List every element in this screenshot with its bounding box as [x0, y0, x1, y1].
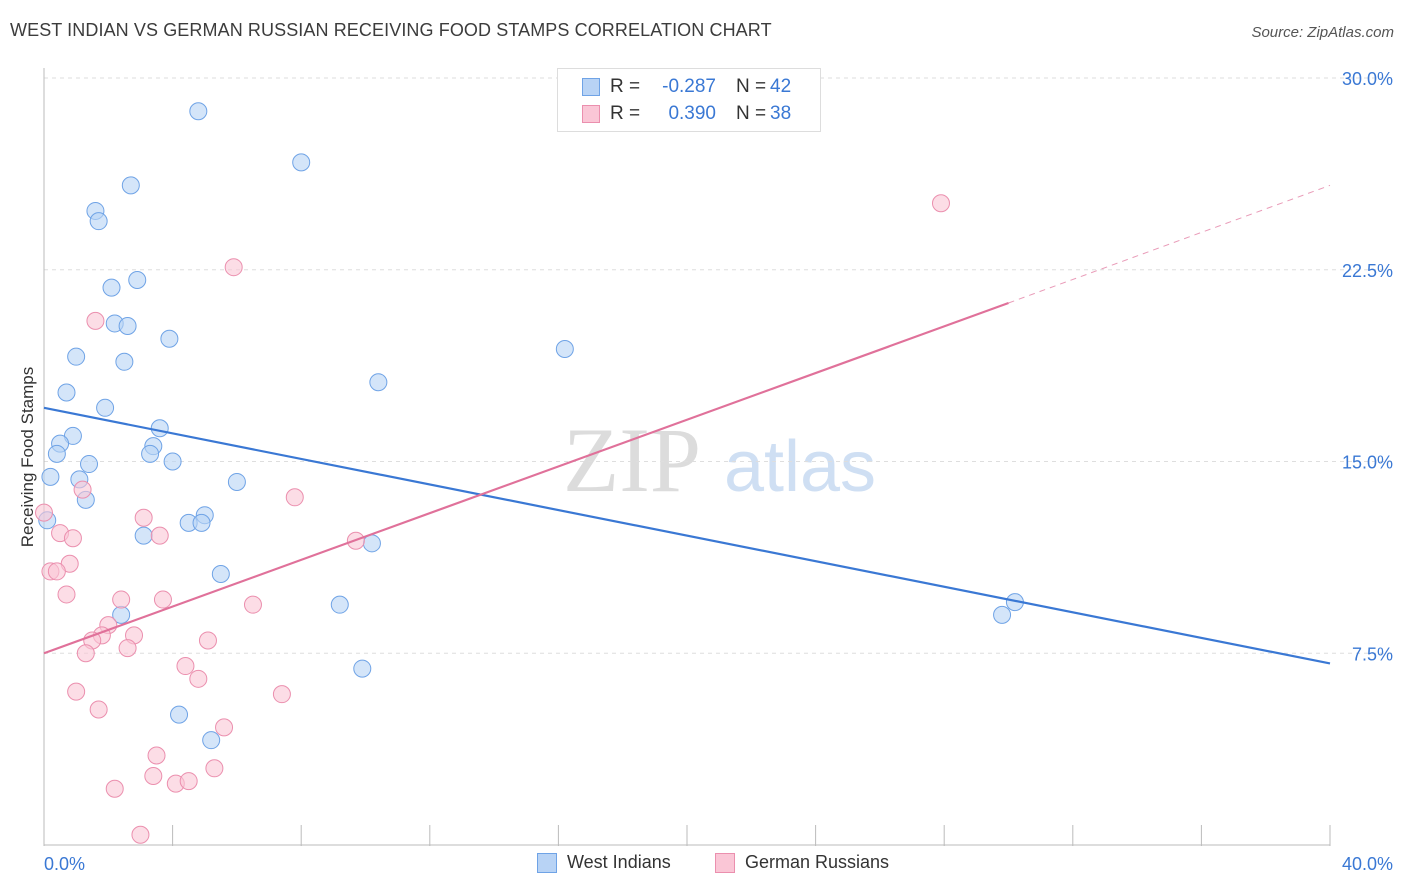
- german-russians-point: [144, 766, 163, 785]
- n-label: N =: [736, 76, 767, 97]
- x-tick-label: 0.0%: [44, 854, 85, 874]
- west-indians-point: [192, 513, 211, 532]
- german-russians-point: [86, 311, 105, 330]
- german-russians-trendline: [43, 301, 1009, 655]
- german-russians-point: [35, 503, 53, 522]
- west-indians-point: [128, 270, 147, 289]
- watermark-atlas: atlas: [724, 427, 876, 507]
- german-russians-point: [224, 258, 243, 277]
- german-russians-point: [47, 562, 66, 581]
- german-russians-point: [57, 585, 76, 604]
- german-russians-swatch: [715, 852, 735, 873]
- german-russians-point: [150, 526, 169, 545]
- german-russians-point: [285, 488, 304, 507]
- y-tick-label: 15.0%: [1342, 453, 1393, 473]
- legend-row-west-indians: R = -0.287 N = 42: [582, 75, 791, 99]
- german-russians-point: [205, 759, 224, 778]
- source-label: Source: ZipAtlas.com: [1251, 24, 1394, 41]
- y-tick-label: 30.0%: [1342, 69, 1393, 89]
- west-indians-point: [292, 153, 311, 172]
- y-tick-label: 7.5%: [1352, 644, 1393, 664]
- german-russians-point: [131, 825, 150, 844]
- german-russians-point: [215, 718, 234, 737]
- german-russians-swatch: [582, 105, 600, 123]
- west-indians-point: [227, 472, 246, 491]
- german-russians-point: [112, 590, 131, 609]
- german-russians-point: [176, 657, 195, 676]
- west-indians-swatch: [582, 78, 600, 96]
- correlation-legend: R = -0.287 N = 42 R = 0.390 N = 38: [557, 68, 821, 132]
- n-value: 38: [770, 103, 792, 124]
- y-tick-label: 22.5%: [1342, 261, 1393, 281]
- german-russians-point: [118, 639, 137, 658]
- legend-label-west-indians: West Indians: [567, 852, 671, 872]
- legend-label-german-russians: German Russians: [745, 852, 890, 872]
- west-indians-point: [369, 373, 388, 392]
- r-label: R =: [610, 103, 641, 124]
- german-russians-point: [179, 772, 198, 791]
- west-indians-point: [150, 419, 169, 438]
- german-russians-point: [198, 631, 217, 650]
- west-indians-point: [121, 176, 140, 195]
- west-indians-point: [211, 564, 230, 583]
- r-value: 0.390: [668, 103, 716, 124]
- west-indians-swatch: [537, 852, 557, 873]
- west-indians-point: [102, 278, 121, 297]
- r-label: R =: [610, 76, 641, 97]
- chart-title: WEST INDIAN VS GERMAN RUSSIAN RECEIVING …: [10, 20, 772, 40]
- west-indians-point: [115, 352, 134, 371]
- german-russians-point: [189, 669, 208, 688]
- german-russians-point: [931, 194, 950, 213]
- west-indians-point: [330, 595, 349, 614]
- west-indians-trendline: [43, 406, 1331, 665]
- german-russians-point: [105, 779, 124, 798]
- x-tick-label: 40.0%: [1342, 854, 1393, 874]
- west-indians-point: [134, 526, 153, 545]
- legend-row-german-russians: R = 0.390 N = 38: [582, 102, 791, 126]
- german-russians-point: [147, 746, 166, 765]
- west-indians-point: [89, 212, 108, 231]
- german-russians-point: [89, 700, 108, 719]
- german-russians-point: [134, 508, 153, 527]
- y-axis-label: Receiving Food Stamps: [18, 367, 37, 547]
- west-indians-point: [353, 659, 372, 678]
- german-russians-point: [76, 644, 95, 663]
- west-indians-point: [41, 467, 60, 486]
- west-indians-point: [170, 705, 189, 724]
- west-indians-point: [118, 316, 137, 335]
- r-value: -0.287: [662, 76, 716, 97]
- german-russians-point: [272, 685, 291, 704]
- german-russians-point: [67, 682, 86, 701]
- n-label: N =: [736, 103, 767, 124]
- west-indians-point: [67, 347, 86, 366]
- german-russians-trendline-extension: [1008, 184, 1331, 304]
- german-russians-point: [73, 480, 92, 499]
- west-indians-point: [96, 398, 115, 417]
- n-value: 42: [770, 76, 792, 97]
- west-indians-point: [80, 455, 99, 474]
- west-indians-point: [202, 731, 221, 750]
- west-indians-point: [555, 340, 574, 359]
- west-indians-point: [141, 444, 160, 463]
- german-russians-point: [153, 590, 172, 609]
- german-russians-point: [63, 529, 82, 548]
- west-indians-point: [993, 605, 1012, 624]
- bottom-legend-german-russians: German Russians: [715, 852, 889, 873]
- german-russians-point: [243, 595, 262, 614]
- west-indians-point: [163, 452, 182, 471]
- watermark-zip: ZIP: [563, 409, 701, 511]
- west-indians-point: [57, 383, 76, 402]
- bottom-legend-west-indians: West Indians: [537, 852, 671, 873]
- west-indians-point: [47, 444, 66, 463]
- west-indians-point: [160, 329, 179, 348]
- west-indians-point: [189, 102, 208, 121]
